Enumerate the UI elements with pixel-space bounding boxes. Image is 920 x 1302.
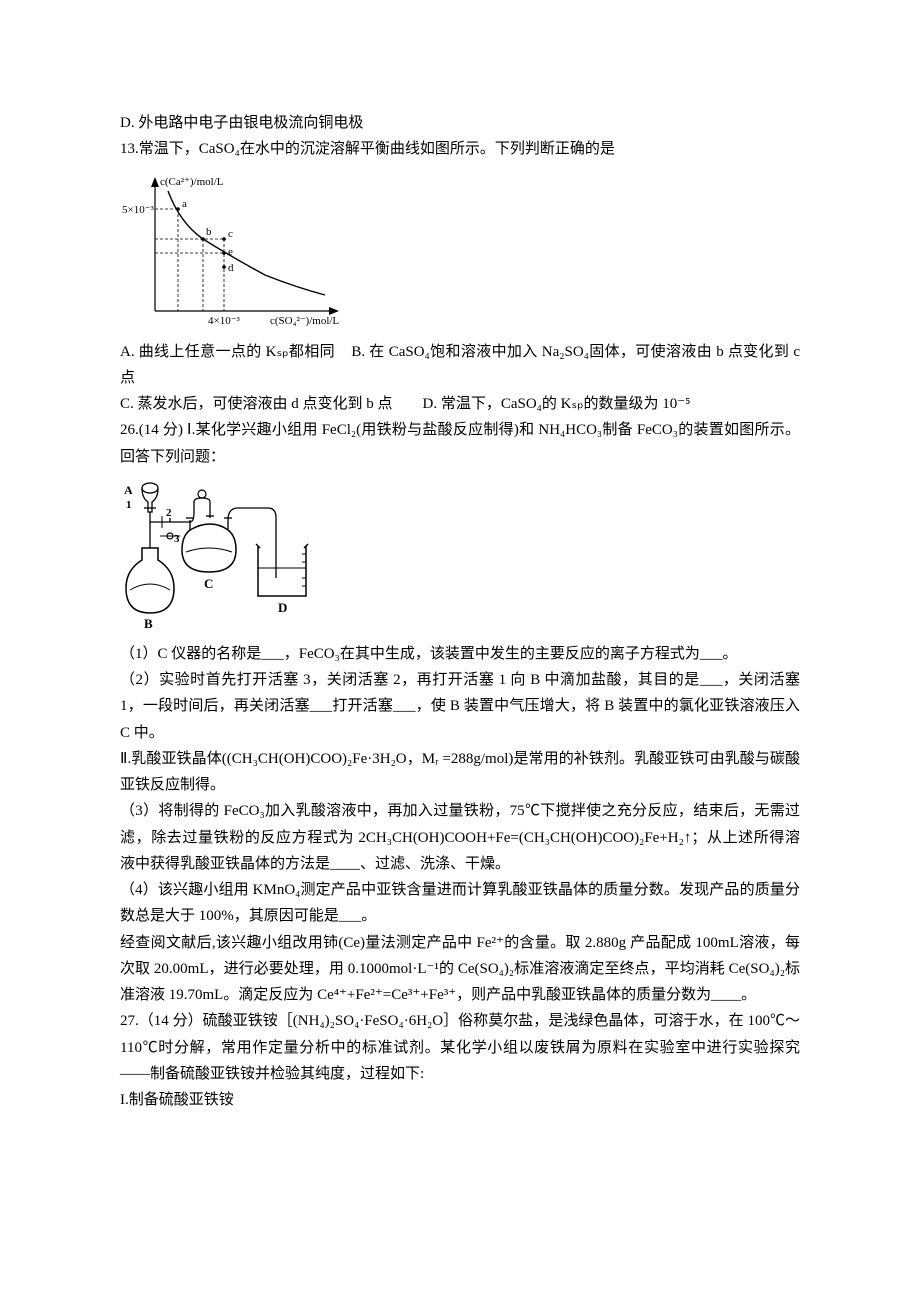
question-26-sub4b: 经查阅文献后,该兴趣小组改用铈(Ce)量法测定产品中 Fe²⁺的含量。取 2.8… [120, 930, 800, 1009]
question-26-sub4: （4）该兴趣小组用 KMnO₄测定产品中亚铁含量进而计算乳酸亚铁晶体的质量分数。… [120, 877, 800, 930]
svg-text:C: C [204, 576, 213, 591]
svg-text:5×10⁻³: 5×10⁻³ [122, 204, 155, 216]
question-26-sub2: （2）实验时首先打开活塞 3，关闭活塞 2，再打开活塞 1 向 B 中滴加盐酸，… [120, 667, 800, 746]
q13-option-c: C. 蒸发水后，可使溶液由 d 点变化到 b 点 [120, 396, 393, 412]
question-26-sub3: （3）将制得的 FeCO₃加入乳酸溶液中，再加入过量铁粉，75℃下搅拌使之充分反… [120, 798, 800, 877]
question-26-sub1: （1）C 仪器的名称是___，FeCO₃在其中生成，该装置中发生的主要反应的离子… [120, 641, 800, 667]
solubility-curve-figure: c(Ca²⁺)/mol/L 5×10⁻³ a b c e d 4×10⁻³ c(… [120, 171, 800, 331]
svg-text:B: B [144, 616, 153, 631]
question-13-options-line1: A. 曲线上任意一点的 Kₛₚ都相同 B. 在 CaSO₄饱和溶液中加入 Na₂… [120, 339, 800, 392]
question-26-stem: 26.(14 分) Ⅰ.某化学兴趣小组用 FeCl₂(用铁粉与盐酸反应制得)和 … [120, 417, 800, 470]
question-13-stem: 13.常温下，CaSO₄在水中的沉淀溶解平衡曲线如图所示。下列判断正确的是 [120, 136, 800, 162]
svg-text:c: c [228, 228, 233, 240]
svg-text:c(SO₄²⁻)/mol/L: c(SO₄²⁻)/mol/L [270, 315, 339, 327]
svg-text:e: e [228, 246, 233, 258]
svg-text:A: A [124, 483, 133, 497]
svg-text:1: 1 [126, 499, 132, 511]
question-26-part2: Ⅱ.乳酸亚铁晶体((CH₃CH(OH)COO)₂Fe·3H₂O，Mᵣ =288g… [120, 746, 800, 799]
q13-option-d: D. 常温下，CaSO₄的 Kₛₚ的数量级为 10⁻⁵ [423, 396, 691, 412]
solubility-curve-svg: c(Ca²⁺)/mol/L 5×10⁻³ a b c e d 4×10⁻³ c(… [120, 171, 355, 331]
svg-text:b: b [206, 226, 212, 238]
svg-text:D: D [278, 600, 287, 615]
svg-text:a: a [182, 198, 187, 210]
apparatus-svg: A 1 2 3 B C [120, 478, 325, 633]
option-d-line: D. 外电路中电子由银电极流向铜电极 [120, 110, 800, 136]
svg-text:2: 2 [166, 507, 172, 519]
svg-text:d: d [228, 262, 234, 274]
svg-text:c(Ca²⁺)/mol/L: c(Ca²⁺)/mol/L [160, 176, 224, 188]
apparatus-figure: A 1 2 3 B C [120, 478, 800, 633]
question-13-options-line2: C. 蒸发水后，可使溶液由 d 点变化到 b 点 D. 常温下，CaSO₄的 K… [120, 391, 800, 417]
svg-text:3: 3 [174, 533, 180, 545]
q13-option-a: A. 曲线上任意一点的 Kₛₚ都相同 [120, 344, 335, 360]
question-27-stem: 27.（14 分）硫酸亚铁铵［(NH₄)₂SO₄·FeSO₄·6H₂O］俗称莫尔… [120, 1008, 800, 1087]
question-27-part1: I.制备硫酸亚铁铵 [120, 1087, 800, 1113]
svg-text:4×10⁻³: 4×10⁻³ [208, 315, 241, 327]
